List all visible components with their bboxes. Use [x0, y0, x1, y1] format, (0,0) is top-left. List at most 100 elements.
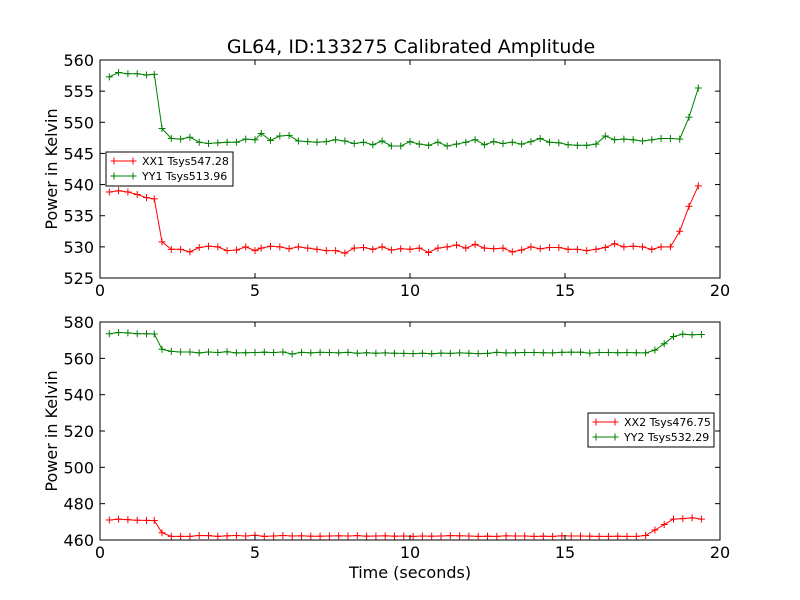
y-tick-label: 460	[63, 531, 94, 550]
series-2-1-marker	[143, 516, 150, 524]
series-2-2-marker	[251, 349, 259, 357]
series-2-2-marker	[595, 349, 603, 357]
series-2-2-marker	[307, 349, 315, 357]
series-1-2-marker	[332, 136, 340, 144]
series-1-2-marker	[267, 136, 274, 144]
series-2-1-marker	[409, 532, 417, 540]
series-2-2-marker	[363, 349, 371, 357]
series-2-2-marker	[502, 349, 510, 357]
legend-marker	[592, 433, 600, 441]
y-tick-label: 500	[63, 458, 94, 477]
series-2-2-marker	[115, 329, 123, 337]
series-1-1-marker	[648, 245, 656, 253]
series-1-1-marker	[257, 244, 265, 252]
series-2-1-marker	[539, 532, 547, 540]
series-1-1-marker	[186, 248, 194, 256]
series-1-1-marker	[242, 243, 250, 251]
series-1-2-marker	[555, 139, 563, 147]
series-1-2-marker	[232, 138, 240, 146]
series-1-2-marker	[546, 138, 553, 146]
series-2-1-marker	[623, 532, 631, 540]
bottom-axes: 0 5 10 15 20 460 480 500 520 540 560 580 Power in Ke…	[42, 313, 730, 582]
series-2-2-marker	[167, 347, 175, 355]
series-1-1-marker	[223, 247, 231, 255]
series-1-1-marker	[124, 188, 132, 196]
series-1-2-marker	[177, 135, 185, 143]
y-tick-label: 480	[63, 495, 94, 514]
series-2-2-marker	[353, 349, 361, 357]
x-tick-label: 10	[400, 281, 420, 300]
legend-marker	[611, 418, 619, 426]
legend-marker	[611, 433, 619, 441]
series-2-1-marker	[158, 529, 166, 537]
x-tick-label: 20	[710, 281, 730, 300]
series-1-1-marker	[378, 243, 386, 251]
series-1-2-line	[109, 71, 699, 147]
series-2-2-marker	[679, 330, 687, 338]
series-2-1-marker	[558, 532, 566, 540]
x-tick-label: 0	[95, 281, 105, 300]
series-1-1-marker	[555, 243, 563, 251]
series-1-2-marker	[205, 139, 212, 147]
series-2-2-marker	[214, 349, 222, 357]
series-1-1-marker	[564, 245, 572, 253]
series-2-2-marker	[446, 349, 454, 357]
series-2-2-line	[109, 331, 702, 355]
series-2-1-marker	[186, 532, 194, 540]
series-1-2-marker	[425, 141, 433, 149]
series-2-2-marker	[511, 349, 519, 357]
y-tick-label: 580	[63, 313, 94, 332]
series-1-1-marker	[666, 243, 674, 251]
series-1-2-marker	[276, 132, 284, 140]
series-1-2-marker	[369, 141, 377, 149]
series-2-1-marker	[493, 532, 501, 540]
series-2-1-marker	[502, 532, 510, 540]
series-1-1-marker	[251, 247, 259, 255]
series-2-2-marker	[558, 348, 566, 356]
series-1-1-marker	[105, 188, 113, 196]
x-tick-label: 5	[250, 281, 260, 300]
top-axes: 0 5 10 15 20 525 530 535 540 545 550 555 560 Power in…	[42, 51, 730, 300]
series-2-2-marker	[604, 349, 612, 357]
series-1-1-marker	[443, 243, 451, 251]
series-2-1-marker	[344, 532, 352, 540]
series-2-1-marker	[530, 532, 538, 540]
series-2-2-marker	[670, 333, 677, 341]
series-1-2-marker	[304, 138, 312, 146]
series-1-2-marker	[257, 129, 265, 137]
legend-box	[587, 412, 715, 448]
series-1-2-marker	[360, 138, 367, 146]
series-2-1-marker	[316, 532, 324, 540]
legend-box	[105, 151, 234, 187]
series-2-1-marker	[260, 532, 268, 540]
series-1-1-marker	[332, 247, 340, 255]
series-1-1-marker	[214, 243, 222, 251]
series-1-2-marker	[406, 138, 414, 146]
series-2-2-marker	[372, 349, 380, 357]
series-1-1-marker	[143, 194, 150, 202]
series-2-2-marker	[381, 349, 389, 357]
series-1-1-marker	[285, 245, 293, 253]
series-1-1-marker	[601, 243, 609, 251]
series-2-1-marker	[567, 532, 575, 540]
series-1-2-marker	[490, 138, 498, 146]
y-tick-label: 550	[63, 113, 94, 132]
series-1-2-marker	[378, 137, 386, 145]
series-2-2-marker	[474, 350, 482, 358]
series-2-1-marker	[446, 532, 454, 540]
series-1-1-marker	[629, 242, 637, 250]
series-2-1-marker	[418, 532, 426, 540]
series-2-2-marker	[428, 350, 436, 358]
series-1-1-marker	[150, 195, 158, 203]
series-1-1-marker	[536, 245, 544, 253]
series-1-2-marker	[648, 136, 656, 144]
series-1-1-marker	[387, 246, 395, 254]
series-2-1-marker	[437, 532, 445, 540]
series-1-1-marker	[583, 247, 591, 255]
series-2-2-marker	[539, 349, 547, 357]
series-2-1-marker	[679, 515, 687, 523]
series-1-1-marker	[453, 241, 460, 249]
series-1-2-marker	[518, 140, 526, 148]
series-2-1-marker	[651, 526, 659, 534]
x-tick-label: 0	[95, 543, 105, 562]
